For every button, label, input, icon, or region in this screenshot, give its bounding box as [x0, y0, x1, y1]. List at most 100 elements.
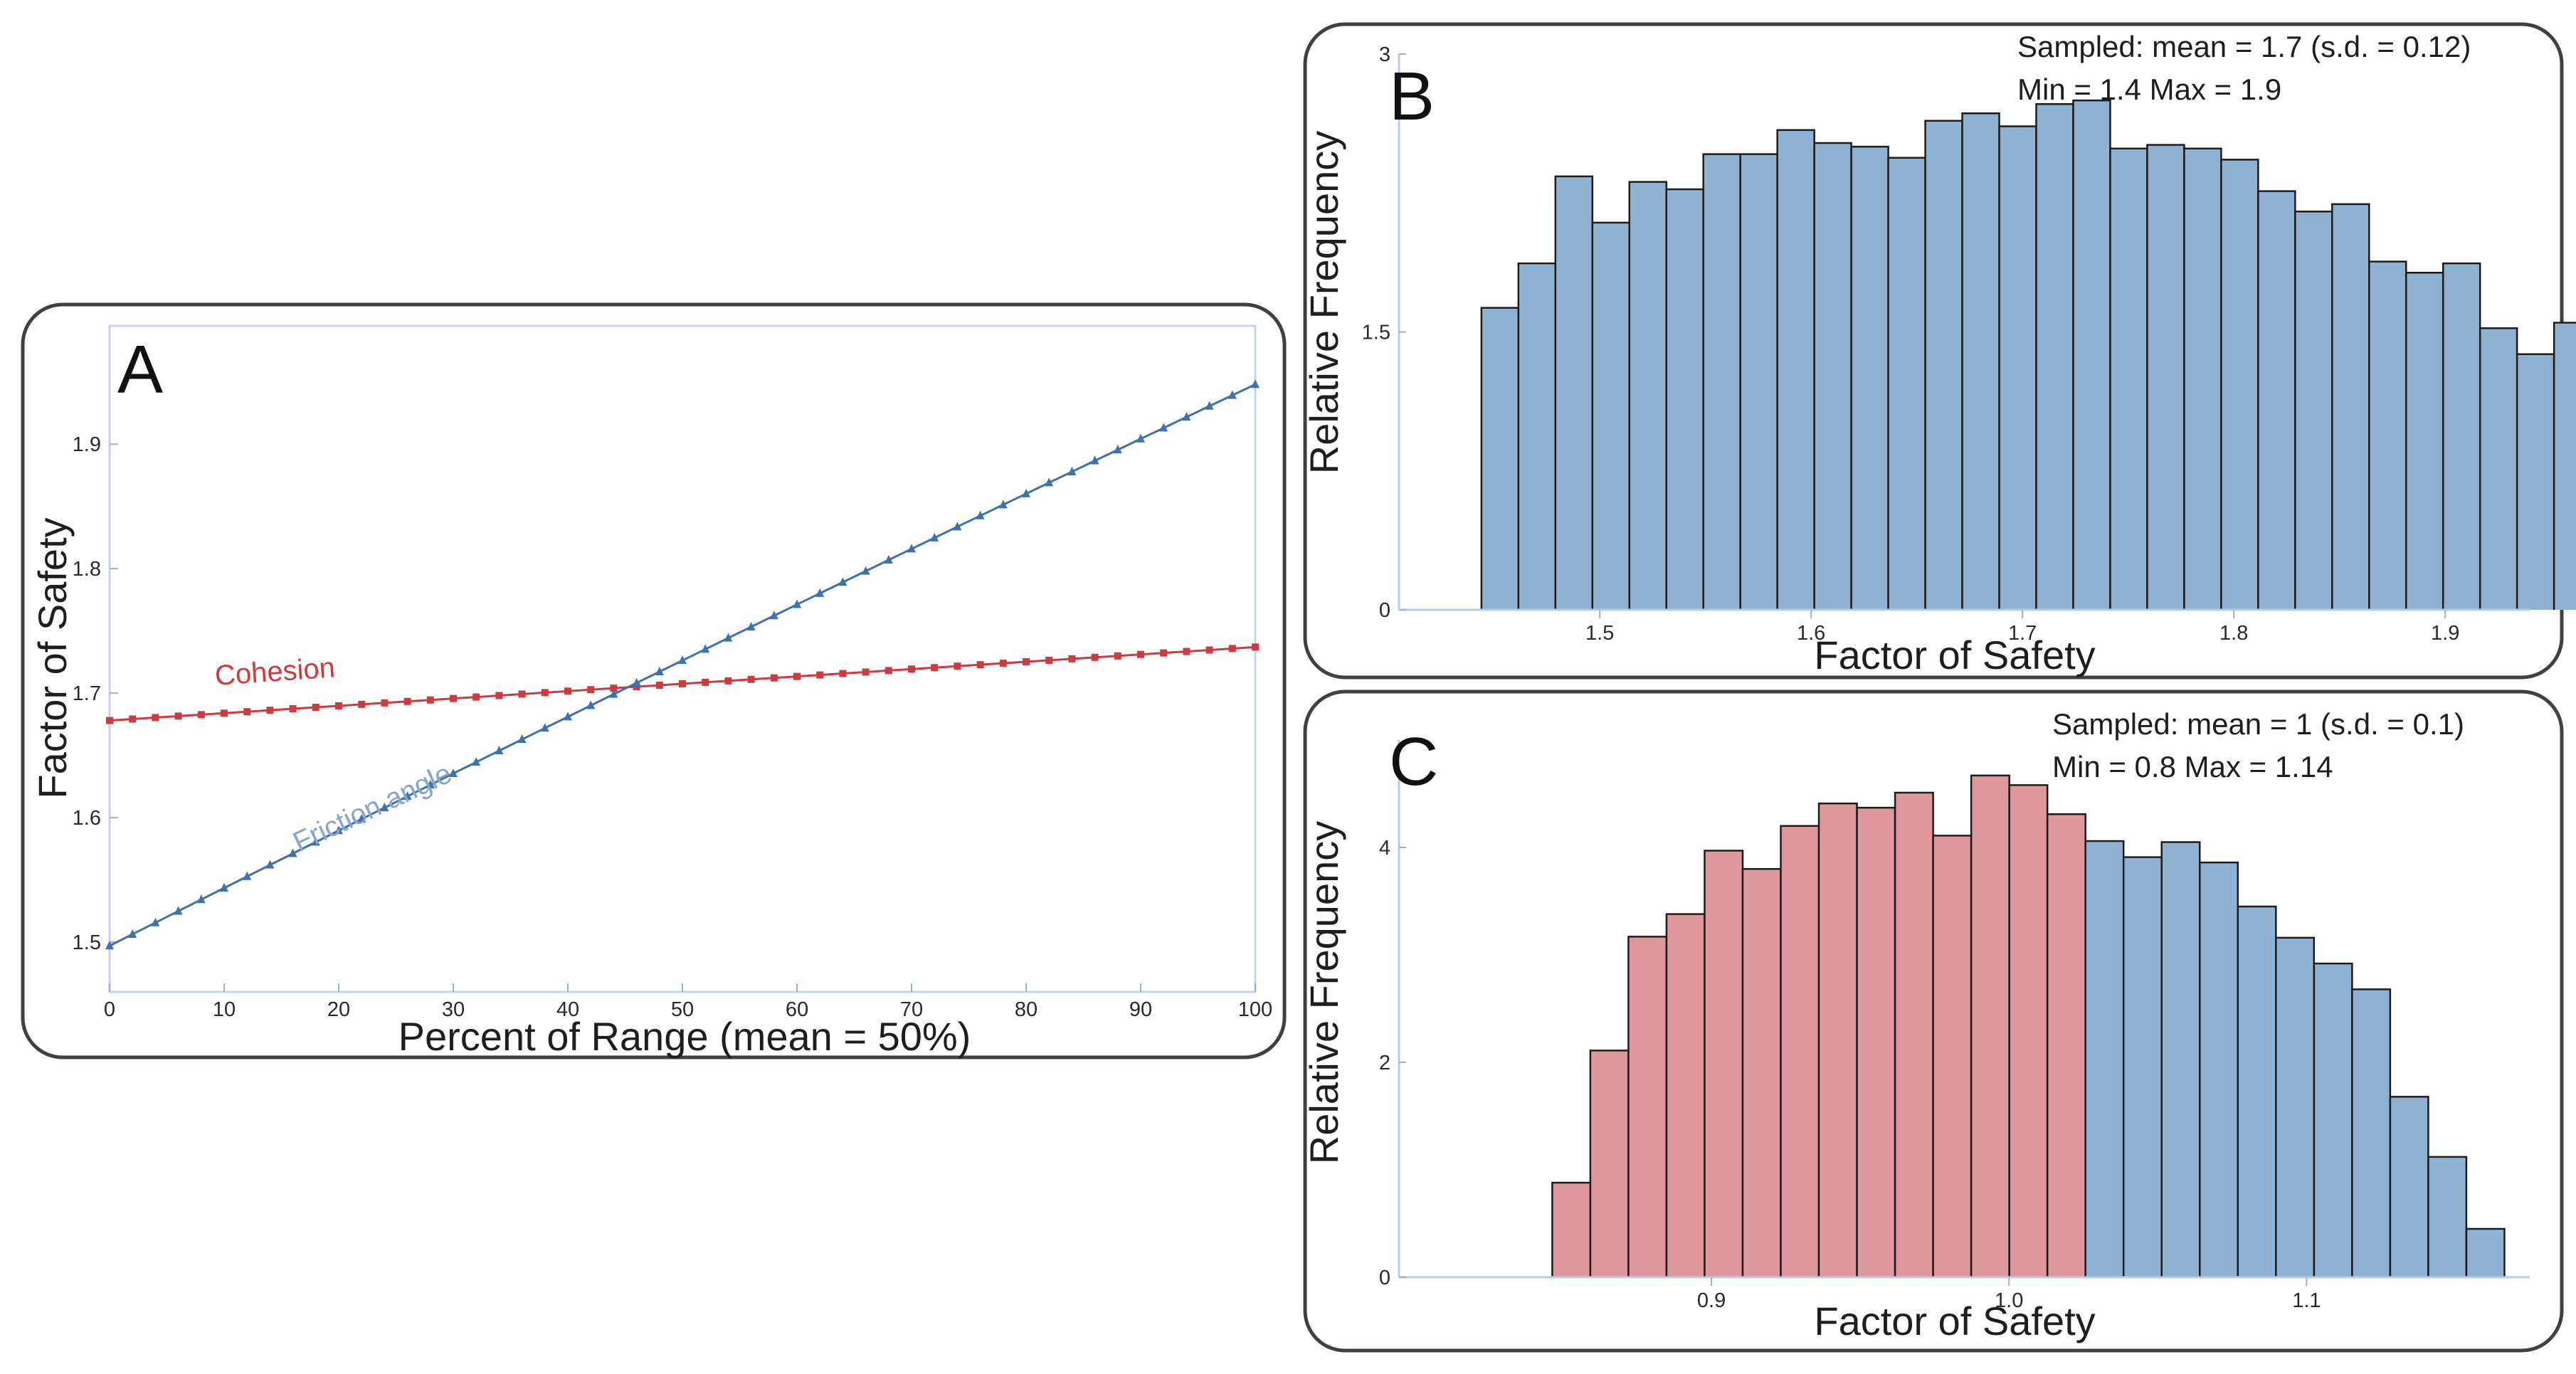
friction-angle-point [426, 780, 435, 789]
panel-b-bar [1925, 120, 1963, 611]
friction-angle-point [998, 500, 1008, 509]
friction-angle-point [472, 757, 481, 766]
panel-a-x-tick-label: 20 [327, 998, 350, 1021]
cohesion-point [702, 678, 709, 686]
panel-b-stat-line-2: Min = 1.4 Max = 1.9 [2017, 73, 2281, 106]
panel-a-y-tick-label: 1.6 [73, 807, 101, 830]
friction-angle-point [334, 825, 343, 835]
panel-a-x-tick-label: 80 [1015, 998, 1038, 1021]
cohesion-point [1091, 653, 1099, 661]
cohesion-point [1160, 649, 1168, 657]
cohesion-point [197, 711, 205, 719]
friction-angle-point [1205, 401, 1214, 410]
cohesion-point [174, 712, 182, 720]
panel-a-x-tick-label: 50 [671, 998, 694, 1021]
panel-b-y-tick-label: 0 [1379, 599, 1390, 622]
cohesion-point [1205, 646, 1213, 654]
friction-angle-point [586, 700, 596, 709]
panel-a-x-tick-label: 10 [213, 998, 236, 1021]
panel-c-y-tick-label: 4 [1379, 837, 1390, 860]
panel-b-bar [2073, 100, 2111, 611]
panel-b-bar [1629, 181, 1667, 610]
friction-angle-point [1228, 390, 1237, 399]
panel-b-bar [1999, 126, 2037, 610]
panel-a-series [105, 379, 1260, 950]
panel-b-bar [2147, 144, 2185, 610]
panel-a-y-tick-label: 1.8 [73, 558, 101, 581]
panel-c-bar [1819, 803, 1857, 1277]
panel-c-bar [1895, 792, 1933, 1277]
friction-angle-point [1067, 466, 1077, 475]
friction-angle-point [1159, 423, 1168, 432]
panel-a-x-tick-label: 40 [556, 998, 579, 1021]
friction-angle-point [196, 894, 206, 904]
cohesion-point [587, 686, 595, 694]
panel-b-x-tick-label: 1.7 [2008, 622, 2037, 645]
friction-angle-point [495, 746, 504, 755]
cohesion-point [655, 682, 663, 689]
friction-angle-point [907, 544, 916, 553]
cohesion-point [679, 680, 686, 687]
friction-angle-point [609, 689, 618, 698]
panel-b-bar [2036, 104, 2074, 611]
panel-b-bar [2221, 159, 2259, 610]
friction-angle-point [1251, 379, 1260, 389]
cohesion-point [1137, 650, 1144, 658]
panel-c-y-tick-label: 0 [1379, 1267, 1390, 1289]
panel-c-bar [2161, 842, 2200, 1277]
panel-b-bar [1888, 157, 1926, 610]
panel-c-bar [2047, 814, 2086, 1277]
panel-c-bar [1552, 1183, 1590, 1277]
panel-b-bar [2258, 191, 2296, 610]
cohesion-point [999, 660, 1007, 667]
cohesion-point [495, 692, 503, 699]
panel-c: 0.9 1.0 1.1 0 2 4 C Sampled: mean = 1 (s.d. =… [1302, 689, 2564, 1353]
panel-b-bar [1962, 113, 2000, 611]
panel-a-x-tick-label: 60 [786, 998, 808, 1021]
panel-b-bar [1777, 130, 1815, 610]
panel-a-y-tick-label: 1.7 [73, 682, 101, 705]
panel-c-bar [2276, 937, 2314, 1277]
panel-b-bar [2369, 261, 2407, 610]
panel-b-bar [1518, 263, 1556, 610]
cohesion-point [106, 717, 113, 724]
cohesion-point [931, 664, 939, 672]
panel-b-x-tick-label: 1.5 [1585, 622, 1614, 645]
cohesion-point [862, 668, 870, 676]
panel-a-x-tick-label: 100 [1238, 998, 1272, 1021]
friction-angle-point [220, 883, 228, 892]
friction-angle-point [724, 633, 733, 642]
friction-angle-point [311, 837, 320, 846]
panel-b-bar [2554, 322, 2576, 610]
panel-b-bar [1592, 222, 1630, 610]
cohesion-point [724, 677, 732, 685]
friction-angle-point [128, 929, 137, 938]
panel-c-bar [1742, 869, 1781, 1277]
friction-angle-point [105, 941, 114, 950]
cohesion-point [518, 690, 526, 698]
panel-a-x-tick-label: 0 [104, 998, 115, 1021]
cohesion-point [1228, 645, 1236, 652]
cohesion-point [793, 672, 801, 680]
panel-b-y-tick-label: 1.5 [1362, 322, 1390, 344]
panel-b: 1.5 1.6 1.7 1.8 1.9 0 1.5 3 B Sampled: mean = 1… [1302, 22, 2576, 680]
friction-angle-point [380, 803, 389, 812]
panel-c-bar [2390, 1096, 2429, 1277]
panel-a-x-tick-label: 70 [900, 998, 923, 1021]
friction-angle-point [449, 768, 458, 778]
panel-c-bar [2352, 989, 2390, 1277]
cohesion-point [358, 700, 366, 708]
panel-c-bar [2428, 1156, 2466, 1277]
friction-angle-point [1045, 477, 1054, 487]
panel-b-bar [1703, 154, 1741, 610]
cohesion-point [908, 665, 915, 673]
panel-a-letter: A [117, 332, 163, 408]
panel-b-x-tick-label: 1.8 [2219, 622, 2248, 645]
panel-b-bar [1851, 147, 1889, 610]
panel-c-bar-edge [2427, 1156, 2468, 1277]
friction-angle-point [632, 677, 641, 687]
friction-angle-point [884, 555, 893, 564]
friction-angle-point [1090, 455, 1099, 465]
panel-c-bar [2123, 857, 2162, 1277]
cohesion-point [747, 675, 755, 683]
